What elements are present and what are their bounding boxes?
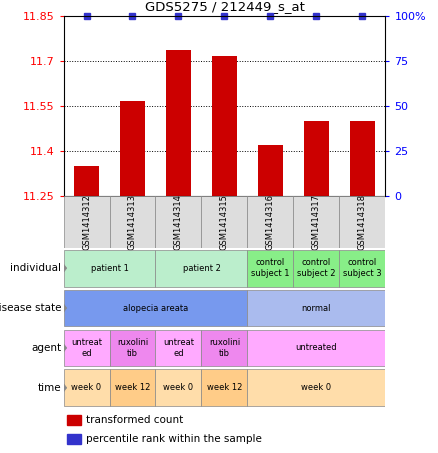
Text: untreat
ed: untreat ed [163, 338, 194, 357]
Text: patient 2: patient 2 [183, 264, 220, 273]
Text: ruxolini
tib: ruxolini tib [117, 338, 148, 357]
Text: GSM1414316: GSM1414316 [266, 194, 275, 250]
Bar [155, 196, 201, 248]
Text: untreated: untreated [296, 343, 337, 352]
Bar [258, 145, 283, 196]
Text: GSM1414312: GSM1414312 [82, 194, 91, 250]
Bar [304, 121, 329, 196]
Text: week 0: week 0 [71, 383, 102, 392]
Bar [110, 196, 155, 248]
Bar [247, 196, 293, 248]
Text: control
subject 3: control subject 3 [343, 259, 382, 278]
Polygon shape [57, 296, 67, 320]
Text: time: time [38, 383, 61, 393]
Polygon shape [57, 256, 67, 280]
Text: GSM1414314: GSM1414314 [174, 194, 183, 250]
Bar [247, 330, 385, 366]
Bar [166, 50, 191, 196]
Bar [155, 370, 201, 406]
Bar [155, 250, 247, 286]
Text: control
subject 1: control subject 1 [251, 259, 290, 278]
Text: transformed count: transformed count [86, 415, 183, 425]
Bar [74, 166, 99, 196]
Text: week 12: week 12 [115, 383, 150, 392]
Polygon shape [57, 376, 67, 400]
Bar [201, 370, 247, 406]
Text: GSM1414315: GSM1414315 [220, 194, 229, 250]
Bar [247, 370, 385, 406]
Text: untreat
ed: untreat ed [71, 338, 102, 357]
Bar [201, 330, 247, 366]
Text: normal: normal [302, 304, 331, 313]
Bar [293, 196, 339, 248]
Bar [155, 330, 201, 366]
Text: week 12: week 12 [207, 383, 242, 392]
Bar [247, 290, 385, 326]
Title: GDS5275 / 212449_s_at: GDS5275 / 212449_s_at [145, 0, 304, 13]
Text: alopecia areata: alopecia areata [123, 304, 188, 313]
Bar [67, 414, 81, 425]
Bar [350, 121, 375, 196]
Text: week 0: week 0 [301, 383, 332, 392]
Text: GSM1414313: GSM1414313 [128, 194, 137, 250]
Bar [201, 196, 247, 248]
Text: patient 1: patient 1 [91, 264, 128, 273]
Text: individual: individual [10, 263, 61, 273]
Bar [247, 250, 293, 286]
Text: percentile rank within the sample: percentile rank within the sample [86, 434, 262, 443]
Bar [64, 370, 110, 406]
Text: GSM1414317: GSM1414317 [312, 194, 321, 250]
Text: ruxolini
tib: ruxolini tib [209, 338, 240, 357]
Bar [64, 330, 110, 366]
Text: GSM1414318: GSM1414318 [358, 194, 367, 250]
Bar [120, 101, 145, 196]
Text: disease state: disease state [0, 303, 61, 313]
Bar [64, 196, 110, 248]
Bar [212, 57, 237, 196]
Bar [339, 196, 385, 248]
Bar [64, 290, 247, 326]
Bar [110, 370, 155, 406]
Text: agent: agent [31, 343, 61, 353]
Bar [339, 250, 385, 286]
Text: week 0: week 0 [163, 383, 194, 392]
Bar [67, 434, 81, 444]
Bar [64, 250, 155, 286]
Polygon shape [57, 336, 67, 360]
Text: control
subject 2: control subject 2 [297, 259, 336, 278]
Bar [293, 250, 339, 286]
Bar [110, 330, 155, 366]
